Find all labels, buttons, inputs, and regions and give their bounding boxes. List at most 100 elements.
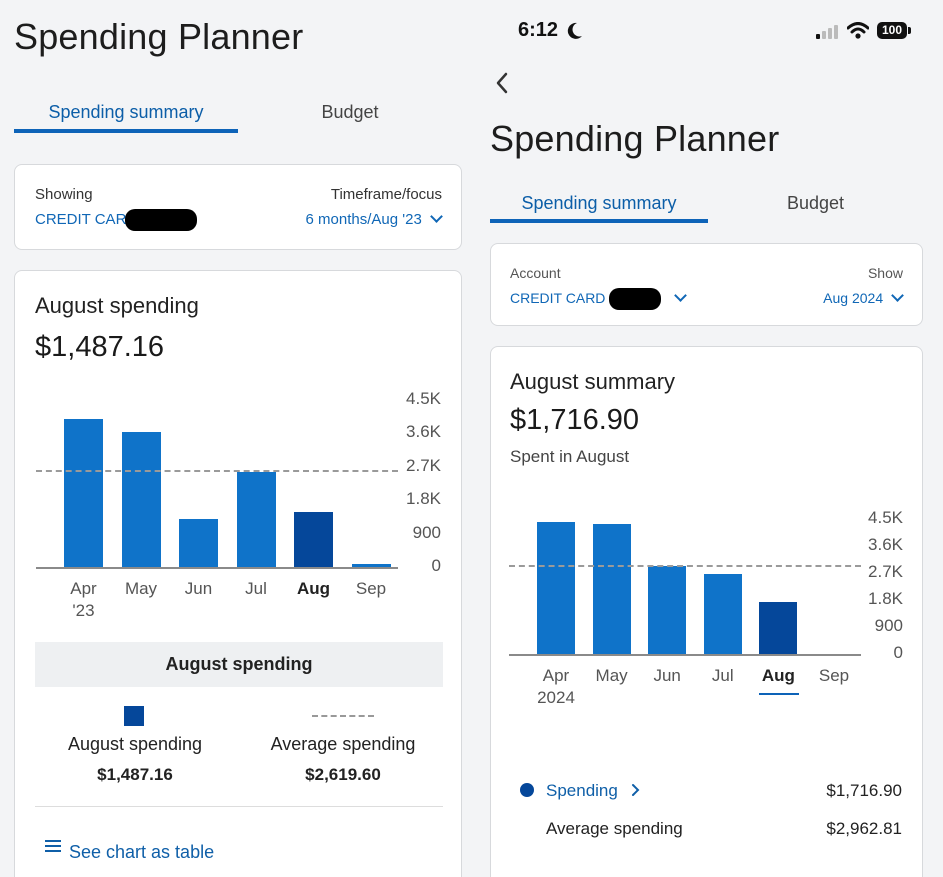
chevron-down-icon <box>891 289 904 302</box>
timeframe-label: Timeframe/focus <box>330 186 442 203</box>
left-chart-x-tick-label: Jun <box>184 579 213 598</box>
active-tab-indicator <box>490 219 708 223</box>
left-chart-bar <box>294 512 333 567</box>
show-label: Show <box>867 265 903 281</box>
right-chart-x-tick-label: Aug <box>761 666 795 685</box>
status-time: 6:12 <box>518 19 559 41</box>
legend-swatch-month <box>124 706 144 726</box>
right-screenshot: 6:12 100 Spending Planner Spending summa… <box>478 0 943 877</box>
spending-dot-icon <box>520 783 534 797</box>
right-chart-average-line <box>509 565 861 568</box>
back-chevron-icon[interactable] <box>494 71 510 95</box>
left-chart-x-tick-label: Apr '23 <box>70 579 97 620</box>
left-chart-bar <box>64 418 103 567</box>
spending-value: $1,716.90 <box>826 781 902 800</box>
wifi-icon <box>847 22 869 39</box>
left-chart-y-tick-label: 4.5K <box>406 389 441 408</box>
card-title: August spending <box>35 293 199 318</box>
right-chart-bar <box>759 602 798 654</box>
average-spending-value: $2,962.81 <box>826 819 902 838</box>
card-title: August summary <box>510 369 676 394</box>
right-chart-y-tick-label: 3.6K <box>868 535 903 554</box>
left-chart-bar <box>351 564 391 567</box>
right-chart-x-tick-label: Jun <box>653 666 681 685</box>
card-amount: $1,716.90 <box>510 404 640 436</box>
left-chart-bar <box>236 472 276 567</box>
spending-link[interactable]: Spending <box>546 781 641 801</box>
left-chart-y-tick-label: 0 <box>431 556 441 575</box>
list-icon <box>45 837 61 855</box>
account-selector[interactable]: CREDIT CARD ( <box>510 289 687 306</box>
legend-header-bar: August spending <box>35 642 443 687</box>
left-chart-x-tick-label: Sep <box>355 579 387 598</box>
right-chart-y-tick-label: 900 <box>874 616 903 635</box>
left-chart-y-tick-label: 900 <box>412 522 441 542</box>
right-chart-y-tick-label: 0 <box>893 643 903 662</box>
moon-icon <box>567 22 582 39</box>
tab-budget[interactable]: Budget <box>321 102 379 122</box>
chevron-down-icon <box>673 289 687 302</box>
month-value: Aug 2024 <box>823 290 884 306</box>
timeframe-selector[interactable]: 6 months/Aug '23 <box>305 210 443 228</box>
right-chart-y-tick-label: 1.8K <box>868 589 903 608</box>
page-title: Spending Planner <box>490 118 780 159</box>
chevron-down-icon <box>430 210 443 223</box>
right-chart-x-tick-label: Jul <box>711 666 734 685</box>
left-screenshot: Spending Planner Spending summary Budget… <box>14 16 462 877</box>
signal-icon <box>816 25 838 39</box>
account-selector[interactable]: CREDIT CARD ( <box>35 210 168 228</box>
right-chart-y-tick-label: 2.7K <box>868 562 903 581</box>
month-selector[interactable]: Aug 2024 <box>823 289 904 306</box>
redaction-mark <box>609 288 661 310</box>
legend-swatch-average <box>312 715 374 717</box>
left-chart-x-tick-label: Jul <box>245 579 267 598</box>
left-chart-y-tick-label: 2.7K <box>406 455 441 475</box>
spending-label: Spending <box>546 781 618 800</box>
summary-card: August summary $1,716.90 Spent in August… <box>490 346 923 877</box>
tab-spending-summary[interactable]: Spending summary <box>48 102 204 122</box>
left-chart-y-tick-label: 3.6K <box>406 422 441 442</box>
left-chart-bar <box>179 518 218 567</box>
tab-budget[interactable]: Budget <box>786 193 845 213</box>
right-chart-bar <box>592 523 631 654</box>
right-chart-x-tick-label: Apr 2024 <box>537 666 575 707</box>
right-chart-x-tick-label: May <box>595 666 628 685</box>
left-chart-average-line <box>36 469 398 472</box>
battery-level: 100 <box>881 23 903 37</box>
legend-heading: August spending <box>165 654 313 674</box>
left-chart-bar <box>121 431 161 567</box>
divider <box>35 806 443 807</box>
account-label: Account <box>510 265 561 281</box>
filter-card: Showing CREDIT CARD ( Timeframe/focus 6 … <box>14 164 462 250</box>
card-subtitle: Spent in August <box>510 447 630 466</box>
timeframe-value: 6 months/Aug '23 <box>305 211 422 228</box>
left-chart-x-tick-label: Aug <box>296 579 331 598</box>
legend-month-label: August spending <box>67 734 203 754</box>
redaction-mark <box>125 209 197 231</box>
average-spending-label: Average spending <box>546 819 683 838</box>
spending-card: August spending $1,487.16 4.5K 3.6K 2.7K 1.… <box>14 270 462 877</box>
showing-label: Showing <box>35 186 93 203</box>
account-value: CREDIT CARD ( <box>510 290 614 306</box>
left-chart-x-tick-label: May <box>124 579 158 598</box>
right-chart-y-tick-label: 4.5K <box>868 508 903 527</box>
right-chart-x-tick-label: Sep <box>818 666 850 685</box>
right-chart-bar <box>648 565 687 654</box>
chevron-right-icon <box>631 784 639 796</box>
legend-month-value: $1,487.16 <box>97 765 173 784</box>
see-chart-as-table-link[interactable]: See chart as table <box>45 840 214 863</box>
legend-average-label: Average spending <box>270 734 416 754</box>
tab-spending-summary[interactable]: Spending summary <box>521 193 677 213</box>
active-tab-indicator <box>14 129 238 133</box>
right-chart-bar <box>703 573 742 654</box>
left-chart-y-tick-label: 1.8K <box>406 489 441 509</box>
filter-card: Account CREDIT CARD ( Show Aug 2024 <box>490 243 923 326</box>
right-chart-baseline <box>509 654 861 656</box>
selected-month-underline <box>759 693 799 695</box>
left-chart-baseline <box>36 567 398 569</box>
battery-icon: 100 <box>877 22 907 39</box>
legend-average-value: $2,619.60 <box>305 765 381 784</box>
card-amount: $1,487.16 <box>35 331 165 363</box>
right-chart-bar <box>537 522 575 654</box>
battery-tip <box>908 27 911 34</box>
